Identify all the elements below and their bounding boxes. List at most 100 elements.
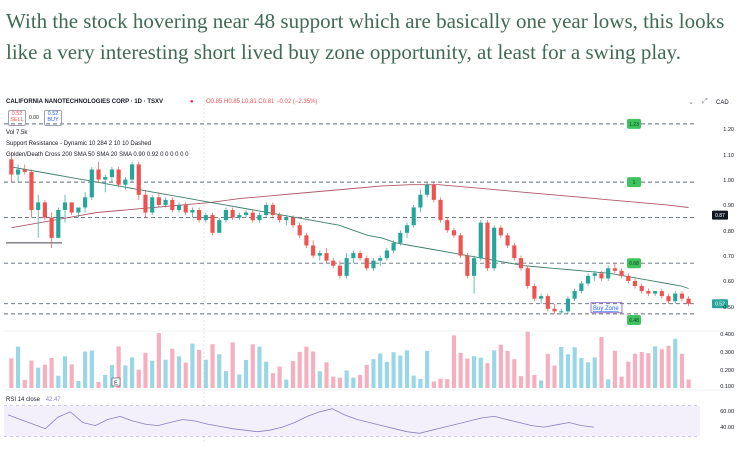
price-tick-0.60: 0.60 — [723, 279, 734, 286]
candle-body-0 — [9, 159, 14, 175]
candle-body-44 — [304, 235, 309, 246]
rsi-legend-value: 42.47 — [45, 397, 61, 403]
volume-bar-41 — [284, 379, 289, 388]
volume-bar-98 — [666, 345, 671, 388]
volume-bar-57 — [391, 352, 396, 388]
price-tag-087 — [712, 210, 728, 220]
candle-body-64 — [438, 199, 443, 221]
candle-body-78 — [532, 286, 537, 299]
candle-body-20 — [143, 194, 148, 213]
sell-button[interactable]: 0.52 SELL — [8, 110, 26, 126]
volume-bar-86 — [585, 362, 591, 388]
candle-body-31 — [217, 220, 222, 233]
post-text-line-1: With the stock hovering near 48 support … — [6, 9, 725, 33]
rsi-legend[interactable]: RSI 14 close 42.47 — [6, 396, 61, 404]
candle-body-80 — [545, 296, 550, 309]
volume-bar-8 — [62, 356, 68, 388]
candle-body-21 — [150, 197, 155, 213]
candle-body-9 — [69, 202, 74, 213]
volume-bar-3 — [29, 360, 34, 388]
volume-bar-89 — [606, 379, 611, 388]
volume-bar-43 — [297, 351, 302, 388]
volume-bar-88 — [599, 337, 604, 388]
level-badge-123 — [627, 118, 641, 129]
candle-body-4 — [36, 202, 41, 210]
candle-body-85 — [579, 283, 584, 292]
tradingview-chart[interactable]: 1.23 1 0.68 0.48 E Buy Zone 0.87 0.52 CALIFOR… — [0, 92, 740, 462]
volume-bar-18 — [129, 357, 135, 388]
candle-body-12 — [89, 169, 94, 198]
candle-body-34 — [237, 215, 242, 218]
volume-bar-36 — [250, 344, 255, 388]
volume-bar-90 — [612, 350, 617, 388]
candle-body-88 — [599, 273, 604, 279]
volume-bar-49 — [337, 377, 343, 388]
chart-canvas[interactable]: 1.23 1 0.68 0.48 E Buy Zone 0.87 0.52 — [0, 92, 740, 462]
candle-body-100 — [679, 293, 685, 299]
candle-body-79 — [539, 296, 544, 299]
earnings-marker — [111, 377, 121, 387]
candle-body-66 — [451, 230, 457, 236]
candle-body-87 — [592, 273, 597, 276]
chevron-down-icon[interactable]: ⌄ — [688, 99, 694, 106]
volume-bar-42 — [290, 361, 296, 388]
indicator-support-resistance[interactable]: Support Resistance - Dynamic 10 284 2 10… — [6, 140, 151, 148]
candle-body-36 — [250, 212, 255, 221]
price-tick-0.80: 0.80 — [723, 228, 734, 235]
volume-bar-25 — [176, 356, 182, 388]
candle-body-92 — [626, 275, 631, 281]
candle-body-58 — [398, 232, 403, 243]
volume-bar-48 — [331, 376, 336, 388]
volume-bar-54 — [371, 359, 376, 388]
candle-body-74 — [505, 235, 510, 246]
candle-body-5 — [42, 202, 47, 218]
candle-body-86 — [585, 275, 591, 284]
buy-price: 0.52 — [47, 111, 59, 117]
candle-body-99 — [673, 293, 678, 302]
candle-body-47 — [324, 253, 329, 261]
volume-bar-61 — [418, 378, 423, 388]
candle-body-77 — [525, 268, 530, 286]
volume-bar-60 — [411, 375, 416, 388]
candle-body-37 — [257, 215, 262, 221]
candle-body-53 — [364, 258, 369, 269]
candle-body-69 — [471, 258, 477, 276]
maximize-icon[interactable]: ⤢ — [702, 98, 708, 105]
volume-bar-30 — [210, 344, 215, 388]
price-tag-last — [712, 299, 728, 309]
level-badge-123-label: 1.23 — [629, 122, 639, 128]
symbol-title[interactable]: CALIFORNIA NANOTECHNOLOGIES CORP · 1D · … — [6, 98, 163, 106]
buy-button[interactable]: 0.52 BUY — [44, 110, 62, 126]
currency-label[interactable]: CAD — [716, 100, 729, 106]
volume-bar-67 — [458, 352, 463, 388]
candle-body-60 — [411, 207, 416, 226]
indicator-golden-death-cross[interactable]: Golden/Death Cross 200 SMA 50 SMA 20 SMA… — [6, 151, 188, 159]
candle-body-30 — [210, 215, 215, 233]
volume-bar-64 — [438, 378, 443, 388]
sma50-line — [11, 166, 689, 289]
level-badge-100-label: 1 — [633, 180, 636, 186]
volume-bar-70 — [478, 357, 483, 388]
volume-bar-27 — [190, 343, 195, 388]
candle-body-96 — [653, 291, 658, 294]
volume-bar-12 — [89, 350, 94, 388]
ohlc-values: O0.85 H0.85 L0.81 C0.81 −0.02 (−2.35%) — [206, 99, 318, 105]
volume-tick-0.200: 0.200 — [720, 368, 734, 374]
candle-body-32 — [223, 210, 229, 221]
candle-body-84 — [572, 291, 577, 299]
candle-body-8 — [62, 202, 68, 210]
volume-bar-55 — [378, 353, 383, 388]
level-badge-048-label: 0.48 — [629, 318, 639, 324]
candle-body-95 — [646, 291, 651, 294]
candle-body-3 — [29, 172, 34, 210]
candle-body-46 — [317, 253, 322, 256]
buy-label: BUY — [47, 117, 59, 123]
volume-bar-56 — [384, 361, 389, 388]
volume-bar-66 — [451, 335, 457, 388]
volume-bar-10 — [76, 380, 81, 388]
candle-body-51 — [351, 253, 356, 259]
volume-bar-84 — [572, 347, 577, 388]
volume-legend[interactable]: Vol 7.5k — [6, 129, 27, 137]
volume-bar-97 — [659, 349, 664, 388]
buy-zone-box — [590, 302, 623, 314]
